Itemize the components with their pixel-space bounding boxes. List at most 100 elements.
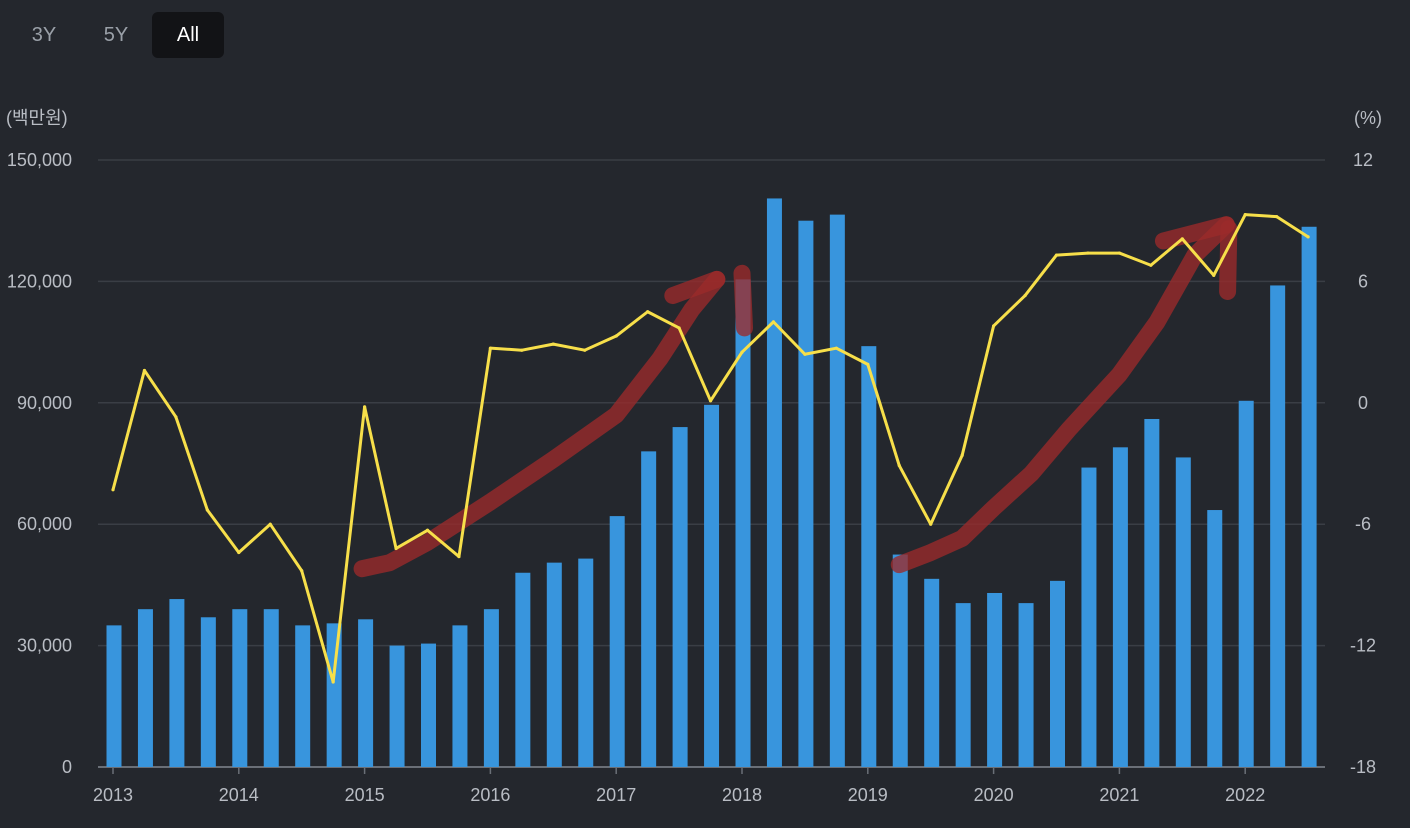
bar (1081, 467, 1097, 767)
bar (829, 214, 845, 767)
line-point (929, 522, 933, 526)
bar (1238, 400, 1254, 767)
line-point (457, 554, 461, 559)
bar (515, 572, 531, 767)
bar (200, 617, 216, 767)
range-5y-button[interactable]: 5Y (103, 23, 129, 46)
bar (1050, 580, 1065, 767)
right-tick-label: 12 (1353, 150, 1373, 170)
bar (1301, 226, 1317, 767)
bar (546, 562, 562, 767)
bar (578, 558, 594, 767)
line-point (803, 352, 807, 356)
line-point (237, 550, 241, 555)
range-3y-button[interactable]: 3Y (31, 23, 57, 46)
bar (326, 623, 342, 767)
line-point (960, 453, 964, 458)
line-point (708, 399, 713, 403)
line-series (111, 213, 1310, 684)
left-tick-label: 0 (62, 757, 72, 777)
line-point (1180, 237, 1184, 241)
bar (389, 645, 405, 767)
line-point (1149, 263, 1153, 267)
bar (892, 554, 908, 767)
line-point (520, 348, 524, 352)
bar (358, 619, 374, 767)
x-tick-label: 2013 (93, 785, 133, 805)
bar (1175, 457, 1191, 767)
range-all-button[interactable]: All (152, 12, 224, 58)
annotation-arrow-1 (353, 270, 726, 578)
line-point (583, 348, 587, 352)
line-point (488, 346, 492, 350)
annotation-arrowhead-1 (664, 270, 726, 305)
annotation-arrowhead-2 (1154, 216, 1235, 250)
line-point (677, 326, 681, 330)
bar (169, 599, 185, 767)
bar (766, 198, 782, 767)
bar (1018, 603, 1034, 767)
line-point (363, 405, 367, 409)
x-tick-label: 2022 (1225, 785, 1265, 805)
left-tick-label: 30,000 (17, 636, 72, 656)
x-tick-label: 2015 (345, 785, 385, 805)
line-point (1306, 235, 1310, 239)
line-point (897, 463, 901, 468)
bar (861, 346, 877, 767)
line-point (834, 346, 838, 350)
axis-labels: 150,000 12 120,000 6 90,000 0 60,000 -6 30,000 -1… (7, 150, 1376, 805)
range-selector: 3Y 5Y All (8, 12, 224, 58)
bar (735, 279, 751, 767)
left-tick-label: 150,000 (7, 150, 72, 170)
bar (106, 625, 122, 767)
line-point (331, 680, 335, 684)
line-point (1212, 273, 1216, 277)
bar (955, 603, 971, 767)
line-point (111, 488, 115, 492)
line-point (614, 334, 618, 338)
line-point (551, 342, 555, 346)
right-tick-label: 0 (1358, 393, 1368, 413)
right-tick-label: -6 (1355, 514, 1371, 534)
x-tick-label: 2019 (848, 785, 888, 805)
line-point (425, 528, 430, 532)
bar (1144, 418, 1160, 767)
bar (1270, 285, 1286, 767)
bar (641, 451, 657, 767)
left-tick-label: 90,000 (17, 393, 72, 413)
bar (232, 609, 248, 767)
right-tick-label: -12 (1350, 636, 1376, 656)
bar (704, 404, 720, 767)
line-point (205, 508, 209, 512)
bar (609, 516, 625, 767)
line-point (1117, 251, 1121, 255)
annotation-arrowhead-1b (733, 264, 754, 337)
line-point (300, 569, 304, 573)
x-tick-label: 2020 (974, 785, 1014, 805)
line-point (866, 362, 870, 366)
annotation-arrow-2 (890, 216, 1235, 574)
bar (924, 578, 940, 767)
line-point (394, 546, 398, 551)
bar (1112, 447, 1128, 767)
right-tick-label: -18 (1350, 757, 1376, 777)
bar (798, 220, 814, 767)
x-tick-label: 2014 (219, 785, 259, 805)
line-point (1275, 215, 1279, 219)
bar (295, 625, 311, 767)
bar (452, 625, 468, 767)
bar (672, 427, 688, 767)
bar-series (106, 198, 1317, 767)
right-tick-label: 6 (1358, 271, 1368, 291)
line-point (268, 522, 272, 526)
bar (987, 592, 1003, 767)
x-tick-label: 2018 (722, 785, 762, 805)
x-tick-label: 2017 (596, 785, 636, 805)
line-point (1243, 213, 1247, 217)
line-point (142, 368, 147, 373)
line-point (740, 350, 744, 354)
bar (483, 609, 499, 767)
x-tick-label: 2016 (470, 785, 510, 805)
line-point (174, 415, 178, 419)
